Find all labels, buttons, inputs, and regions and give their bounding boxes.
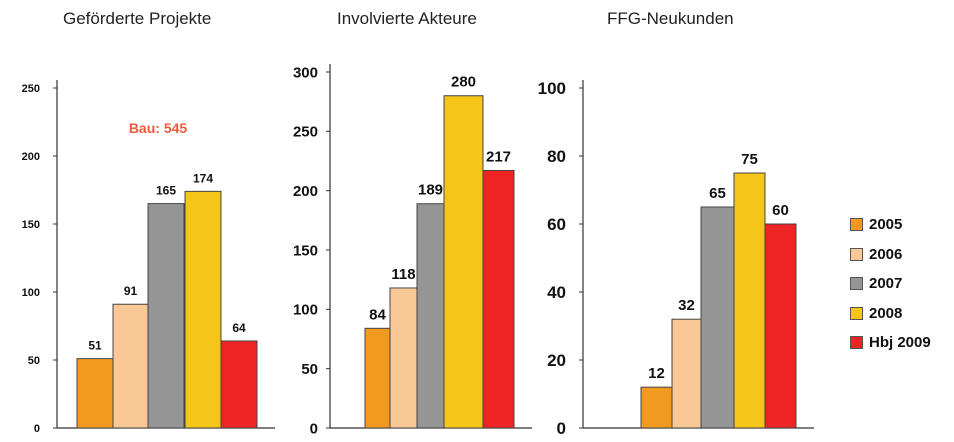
bar-value-label: 75: [741, 151, 758, 168]
bar-value-label: 12: [648, 365, 665, 382]
bar-value-label: 32: [678, 297, 695, 314]
annotation-bau: Bau: 545: [129, 120, 188, 136]
bar-value-label: 217: [486, 148, 511, 165]
bar-value-label: 174: [193, 171, 213, 185]
legend-swatch-2005: [850, 218, 863, 232]
y-tick-label: 150: [293, 242, 318, 259]
bar-value-label: 51: [88, 339, 102, 353]
bar-value-label: 189: [418, 182, 443, 199]
legend-swatch-hbj-2009: [850, 336, 863, 350]
y-tick-label: 100: [538, 79, 566, 98]
legend-swatch-2006: [850, 247, 863, 261]
legend-item-2007: 2007: [850, 269, 931, 299]
chart-title-involvierte-akteure: Involvierte Akteure: [337, 9, 477, 28]
bar-2008: [443, 95, 484, 429]
bar-2007: [416, 203, 445, 429]
y-tick-label: 200: [293, 183, 318, 200]
bar-value-label: 118: [391, 266, 415, 283]
bar-hbj-2009: [482, 169, 515, 429]
legend-swatch-2008: [850, 306, 863, 320]
y-tick-label: 100: [293, 302, 318, 319]
bar-value-label: 91: [124, 284, 138, 298]
legend-label-2005: 2005: [869, 216, 903, 234]
y-tick-label: 150: [22, 219, 40, 231]
bar-2008: [733, 172, 766, 429]
y-tick-label: 40: [547, 283, 566, 302]
legend-label-hbj-2009: Hbj 2009: [869, 334, 931, 352]
bar-2006: [112, 303, 149, 429]
legend-label-2007: 2007: [869, 275, 903, 293]
bar-2006: [671, 318, 702, 429]
y-tick-label: 60: [547, 215, 566, 234]
bar-hbj-2009: [220, 340, 258, 429]
y-tick-label: 0: [34, 423, 40, 435]
legend-label-2008: 2008: [869, 304, 903, 322]
bar-2007: [147, 203, 185, 429]
legend-item-2005: 2005: [850, 210, 931, 240]
y-tick-label: 0: [557, 419, 566, 438]
chart-title-gefoerderte-projekte: Geförderte Projekte: [63, 9, 212, 28]
y-tick-label: 100: [22, 287, 40, 299]
y-tick-label: 50: [301, 361, 318, 378]
bar-value-label: 84: [369, 306, 386, 323]
y-tick-label: 20: [547, 351, 566, 370]
y-tick-label: 80: [547, 147, 566, 166]
bar-value-label: 60: [772, 202, 789, 219]
bar-2005: [640, 386, 673, 429]
legend-item-2006: 2006: [850, 240, 931, 270]
bar-value-label: 64: [232, 321, 246, 335]
bar-2008: [184, 190, 222, 429]
y-tick-label: 250: [293, 124, 318, 141]
bar-value-label: 65: [709, 185, 726, 202]
bar-value-label: 165: [156, 184, 176, 198]
y-tick-label: 300: [293, 64, 318, 81]
chart-title-ffg-neukunden: FFG-Neukunden: [607, 9, 734, 28]
bar-2007: [700, 206, 735, 429]
bar-2005: [364, 327, 391, 429]
legend-item-hbj-2009: Hbj 2009: [850, 328, 931, 358]
bar-value-label: 280: [451, 74, 476, 91]
y-tick-label: 200: [22, 151, 40, 163]
legend-item-2008: 2008: [850, 299, 931, 329]
bar-2006: [389, 287, 418, 429]
legend-swatch-2007: [850, 277, 863, 291]
y-tick-label: 0: [310, 420, 318, 437]
legend-label-2006: 2006: [869, 245, 903, 263]
y-tick-label: 50: [28, 355, 40, 367]
y-tick-label: 250: [22, 83, 40, 95]
legend: 2005 2006 2007 2008 Hbj 2009: [850, 210, 931, 358]
bar-2005: [76, 358, 114, 429]
bar-hbj-2009: [764, 223, 797, 429]
